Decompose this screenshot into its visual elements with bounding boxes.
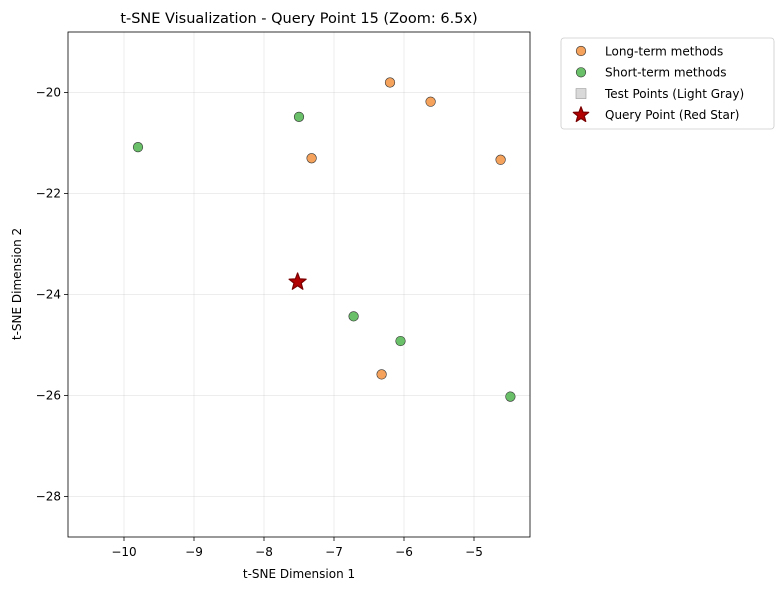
- legend-label: Query Point (Red Star): [605, 108, 739, 122]
- grid-lines: [68, 32, 530, 537]
- long-term-methods-point: [495, 154, 506, 165]
- short-term-methods-point: [348, 311, 359, 322]
- legend-frame: [560, 37, 775, 130]
- y-tick-label: −22: [36, 187, 61, 201]
- plot-frame: [67, 31, 531, 538]
- short-term-methods-point: [132, 142, 144, 153]
- chart-title: t-SNE Visualization - Query Point 15 (Zo…: [120, 11, 477, 27]
- legend-item-long-term-methods: Long-term methods: [575, 44, 723, 58]
- short-term-methods-point: [505, 391, 516, 402]
- long-term-methods-point: [384, 77, 396, 88]
- legend-item-test-points-light-gray: Test Points (Light Gray): [575, 87, 744, 101]
- y-tick: −22: [36, 187, 68, 201]
- y-tick-label: −24: [36, 288, 61, 302]
- query-point-red-star-point: [288, 272, 307, 290]
- x-tick-label: −9: [185, 545, 203, 559]
- x-axis-label: t-SNE Dimension 1: [243, 567, 355, 581]
- legend-marker-query-point-red-star: [572, 106, 590, 123]
- y-tick-label: −28: [36, 490, 61, 504]
- x-tick-label: −5: [465, 545, 483, 559]
- long-term-methods-point: [306, 153, 317, 164]
- x-axis-ticks: −10 −9 −8 −7 −6 −5: [111, 537, 483, 559]
- long-term-methods-point: [425, 96, 436, 107]
- legend-label: Short-term methods: [605, 66, 726, 80]
- y-tick-label: −26: [36, 389, 61, 403]
- y-tick: −24: [36, 288, 68, 302]
- short-term-methods-point: [293, 111, 305, 122]
- legend-marker-long-term-methods: [575, 45, 587, 57]
- y-axis-label: t-SNE Dimension 2: [10, 228, 24, 340]
- legend-marker-short-term-methods: [575, 67, 587, 78]
- y-tick-label: −20: [36, 86, 61, 100]
- legend-label: Long-term methods: [605, 44, 723, 58]
- long-term-methods-point: [376, 369, 387, 380]
- x-tick-label: −6: [395, 545, 413, 559]
- y-tick: −28: [36, 490, 68, 504]
- x-tick: −8: [255, 537, 273, 559]
- legend-item-query-point-red-star: Query Point (Red Star): [572, 106, 739, 123]
- y-tick: −26: [36, 389, 68, 403]
- x-tick: −9: [185, 537, 203, 559]
- x-tick-label: −7: [325, 545, 343, 559]
- y-tick: −20: [36, 86, 68, 100]
- legend-marker-test-points-light-gray: [575, 88, 587, 99]
- x-tick: −10: [111, 537, 137, 559]
- legend-item-short-term-methods: Short-term methods: [575, 66, 726, 80]
- x-tick-label: −10: [111, 545, 136, 559]
- legend-label: Test Points (Light Gray): [604, 87, 744, 101]
- y-axis-ticks: −28 −26 −24 −22 −20: [36, 86, 68, 504]
- x-tick: −5: [465, 537, 483, 559]
- x-tick: −6: [395, 537, 413, 559]
- x-tick-label: −8: [255, 545, 273, 559]
- legend: Long-term methods Short-term methods Test …: [560, 37, 775, 130]
- data-points: [132, 77, 516, 402]
- x-tick: −7: [325, 537, 343, 559]
- short-term-methods-point: [395, 335, 406, 347]
